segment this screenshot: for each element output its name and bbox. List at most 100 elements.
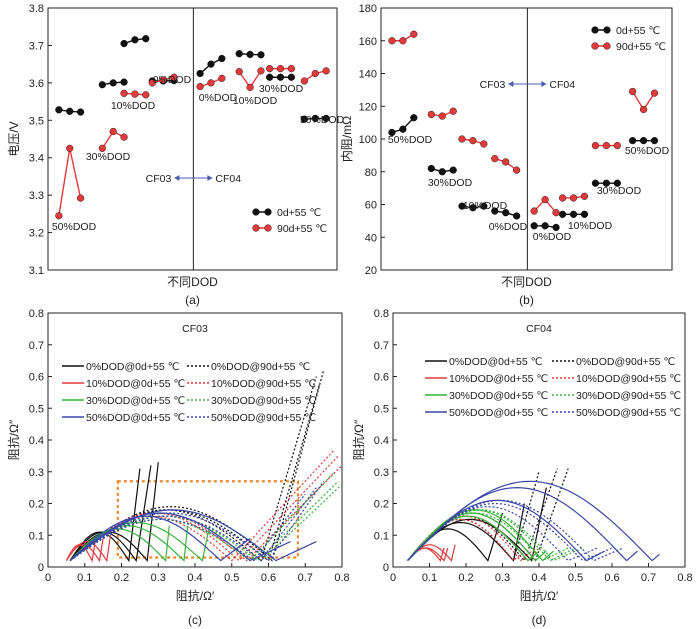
legend-marker (252, 224, 260, 232)
marker-0d (276, 73, 285, 81)
y-tick-label: 0.3 (29, 467, 44, 479)
marker-90d (513, 166, 521, 174)
y-tick-label: 40 (365, 232, 377, 244)
y-tick-label: 0.7 (29, 340, 44, 352)
y-tick-label: 3.6 (29, 78, 44, 90)
nyquist-curve (69, 509, 317, 562)
cf-arrow-head-right (207, 175, 213, 181)
marker-90d (322, 67, 330, 75)
y-tick-label: 100 (359, 134, 377, 146)
marker-0d (399, 125, 407, 133)
dod-group: 10%DOD (233, 50, 278, 107)
dod-label: 0%DOD (533, 231, 572, 243)
legend-entry: 50%DOD@90d+55 ℃ (211, 412, 316, 424)
marker-0d (131, 36, 139, 44)
legend: 0%DOD@0d+55 ℃ 0%DOD@90d+55 ℃ 10%DOD@0d+55 … (425, 356, 681, 419)
marker-90d (266, 65, 274, 73)
cf-arrow-head-right (541, 81, 547, 87)
dod-label: 30%DOD (428, 177, 473, 189)
marker-90d (388, 37, 396, 45)
legend-marker (264, 208, 272, 216)
marker-90d (98, 144, 106, 152)
marker-90d (257, 67, 265, 75)
legend-entry: 30%DOD@90d+55 ℃ (211, 395, 316, 407)
legend-entry: 10%DOD@0d+55 ℃ (449, 373, 548, 385)
marker-0d (246, 50, 254, 59)
dod-label: 10%DOD (568, 220, 613, 232)
cf04-label: CF04 (215, 173, 241, 185)
x-tick-label: 0.3 (495, 572, 510, 584)
legend-entry: 10%DOD@0d+55 ℃ (86, 378, 185, 390)
nyquist-curve (407, 509, 584, 562)
x-axis-label: 不同DOD (167, 275, 218, 289)
dod-label: 0%DOD (153, 74, 192, 86)
legend-marker (591, 26, 599, 34)
dod-label: 30%DOD (259, 83, 304, 95)
marker-90d (541, 195, 549, 204)
marker-0d (76, 108, 85, 116)
marker-90d (170, 73, 178, 81)
marker-90d (120, 89, 128, 97)
marker-0d (120, 78, 128, 86)
y-tick-label: 0.8 (29, 308, 44, 320)
marker-0d (639, 137, 648, 145)
dod-group: 0%DOD (489, 155, 528, 233)
nyquist-curve (407, 499, 624, 562)
marker-0d (66, 107, 74, 115)
marker-90d (552, 209, 560, 217)
marker-90d (207, 79, 215, 87)
marker-90d (469, 137, 477, 145)
marker-90d (639, 105, 648, 114)
panel-caption: (c) (188, 613, 202, 627)
marker-90d (235, 68, 243, 76)
marker-90d (131, 90, 139, 98)
marker-0d (613, 179, 621, 187)
y-tick-label: 3.7 (29, 40, 44, 52)
marker-0d (480, 202, 488, 210)
dod-group: 10%DOD (559, 192, 613, 232)
dod-label: 50%DOD (52, 221, 97, 233)
y-tick-label: 160 (359, 36, 377, 48)
y-tick-label: 0.3 (374, 467, 389, 479)
dod-group: 50%DOD (388, 30, 433, 146)
legend-entry: 90d+55 ℃ (616, 41, 666, 53)
plot-frame (47, 312, 343, 568)
marker-90d (109, 127, 117, 136)
nyquist-curve (69, 471, 336, 562)
legend-entry: 50%DOD@90d+55 ℃ (576, 407, 681, 419)
x-tick-label: 0.2 (114, 572, 129, 584)
marker-90d (580, 192, 589, 200)
nyquist-curve (69, 487, 317, 562)
x-tick-label: 0.7 (298, 572, 313, 584)
marker-0d (591, 179, 600, 187)
marker-90d (66, 144, 74, 152)
dod-group: 30%DOD (427, 107, 473, 189)
marker-90d (458, 135, 466, 143)
marker-0d (569, 210, 578, 218)
marker-90d (410, 30, 418, 38)
marker-90d (196, 82, 204, 91)
y-axis-label: 电压/V (7, 121, 21, 156)
dod-label: 10%DOD (463, 200, 508, 212)
y-axis-label: 阻抗/Ω″ (6, 419, 21, 460)
y-tick-label: 3.1 (29, 265, 44, 277)
marker-0d (196, 69, 204, 78)
marker-90d (55, 212, 63, 220)
legend-marker (252, 208, 260, 216)
highlight-box (116, 480, 299, 559)
dod-group: 30%DOD (86, 78, 131, 163)
marker-0d (552, 223, 560, 232)
nyquist-curve (407, 480, 660, 562)
x-tick-label: 0.3 (151, 572, 166, 584)
legend-marker (603, 42, 611, 50)
nyquist-curve (407, 509, 554, 562)
marker-0d (449, 166, 457, 174)
dod-label: 0%DOD (489, 221, 528, 233)
cf03-label: CF03 (146, 173, 172, 185)
y-tick-label: 140 (359, 69, 377, 81)
marker-0d (257, 51, 265, 59)
nyquist-curve (407, 512, 504, 562)
y-tick-label: 0.2 (29, 499, 44, 511)
legend-entry: 90d+55 ℃ (277, 223, 327, 235)
